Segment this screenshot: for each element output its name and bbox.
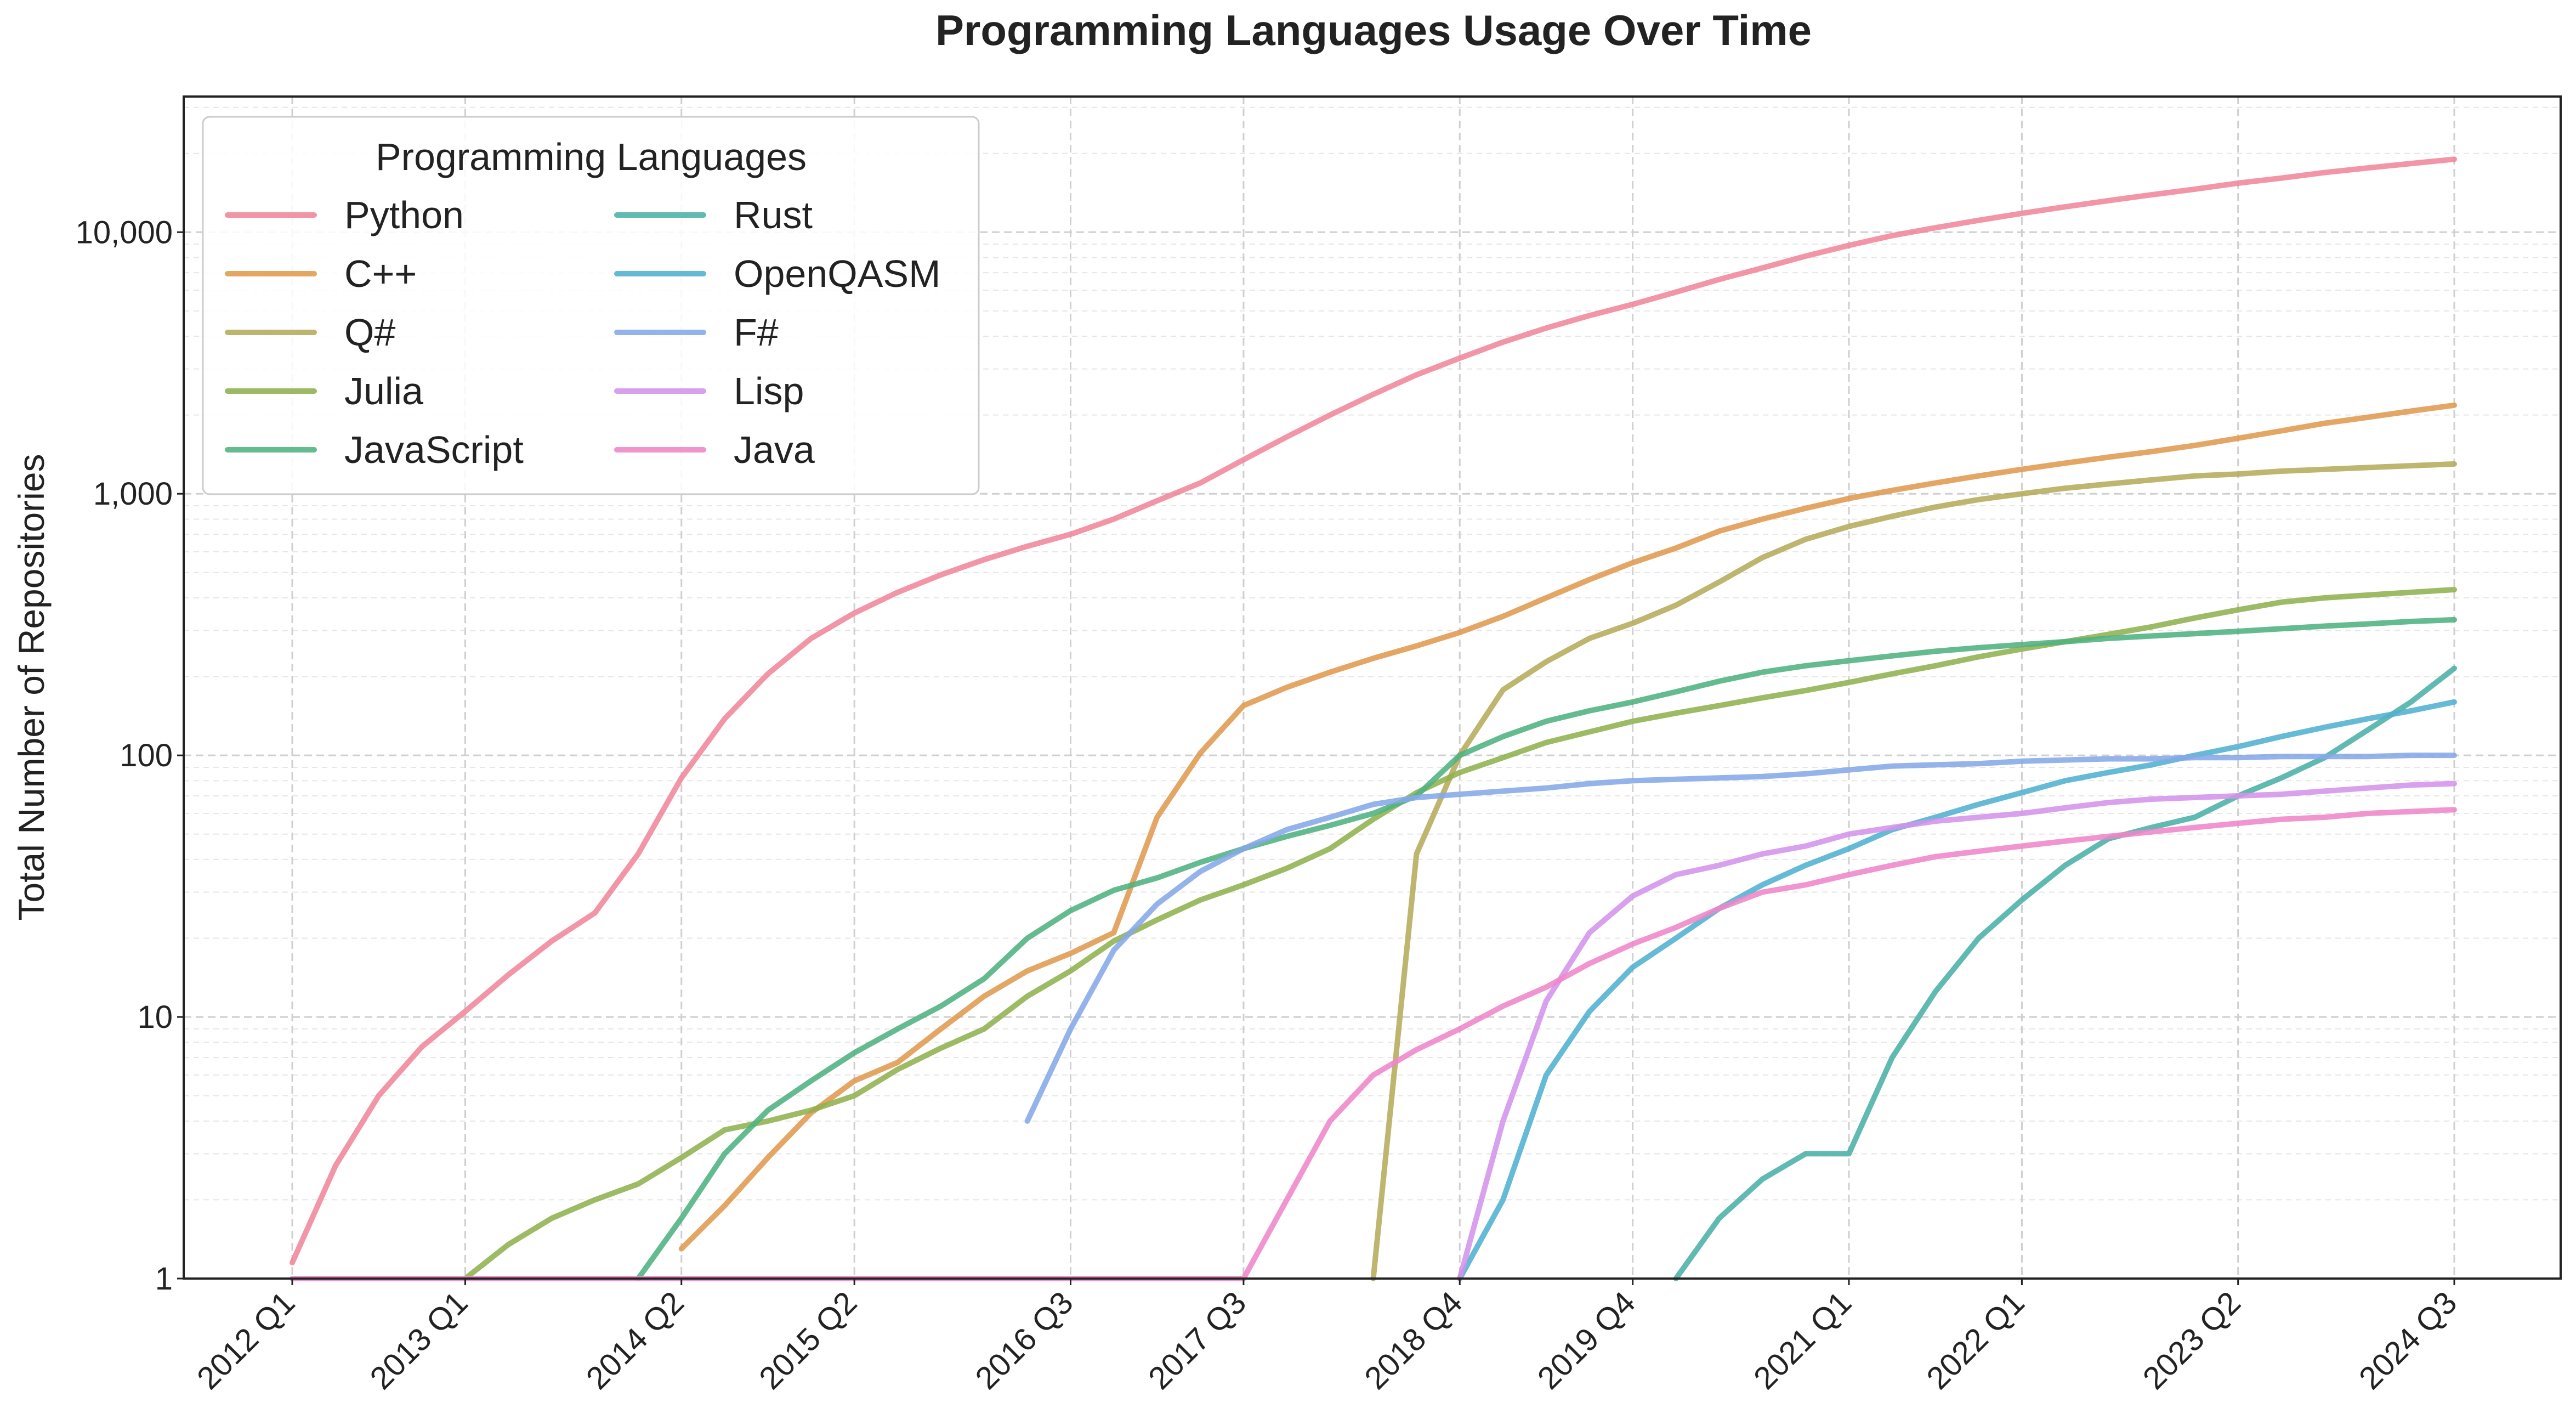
- series-line-openqasm: [1457, 699, 2457, 1281]
- series-line-cpp: [678, 402, 2457, 1252]
- legend-label-python: Python: [344, 194, 464, 236]
- y-axis: 1 10 100 1,000 10,000: [76, 214, 184, 1297]
- y-tick-label: 10,000: [76, 214, 173, 250]
- legend-label-julia: Julia: [344, 370, 423, 412]
- series-line-fsharp: [1024, 753, 2457, 1124]
- y-tick-label: 10: [137, 999, 173, 1035]
- series-line-python: [290, 156, 2457, 1266]
- legend-label-openqasm: OpenQASM: [734, 252, 940, 295]
- legend-label-qsharp: Q#: [344, 311, 395, 354]
- legend-label-lisp: Lisp: [734, 370, 804, 412]
- series-line-lisp: [1457, 781, 2457, 1281]
- legend-label-javascript: JavaScript: [344, 428, 524, 471]
- y-tick-label: 1: [155, 1261, 173, 1297]
- y-tick-label: 100: [120, 738, 173, 773]
- y-axis-label: Total Number of Repositories: [11, 454, 52, 920]
- legend-box: [202, 116, 980, 495]
- legend-items: Python C++ Q# Julia JavaScript Rust OpenQASM F#…: [225, 194, 940, 471]
- chart-title: Programming Languages Usage Over Time: [935, 6, 1812, 54]
- series-line-javascript: [635, 617, 2457, 1281]
- legend-label-java: Java: [734, 428, 815, 471]
- series-line-qsharp: [1370, 461, 2457, 1281]
- series-line-julia: [462, 587, 2457, 1281]
- legend-title: Programming Languages: [376, 135, 807, 178]
- series-layer: [290, 156, 2457, 1281]
- plot-frame: [183, 95, 2562, 1280]
- legend-label-cpp: C++: [344, 252, 417, 295]
- legend-label-rust: Rust: [734, 194, 813, 236]
- y-tick-label: 1,000: [93, 476, 173, 512]
- legend-label-fsharp: F#: [734, 311, 779, 354]
- legend: Programming Languages Python C++ Q# Julia Ja…: [202, 116, 980, 495]
